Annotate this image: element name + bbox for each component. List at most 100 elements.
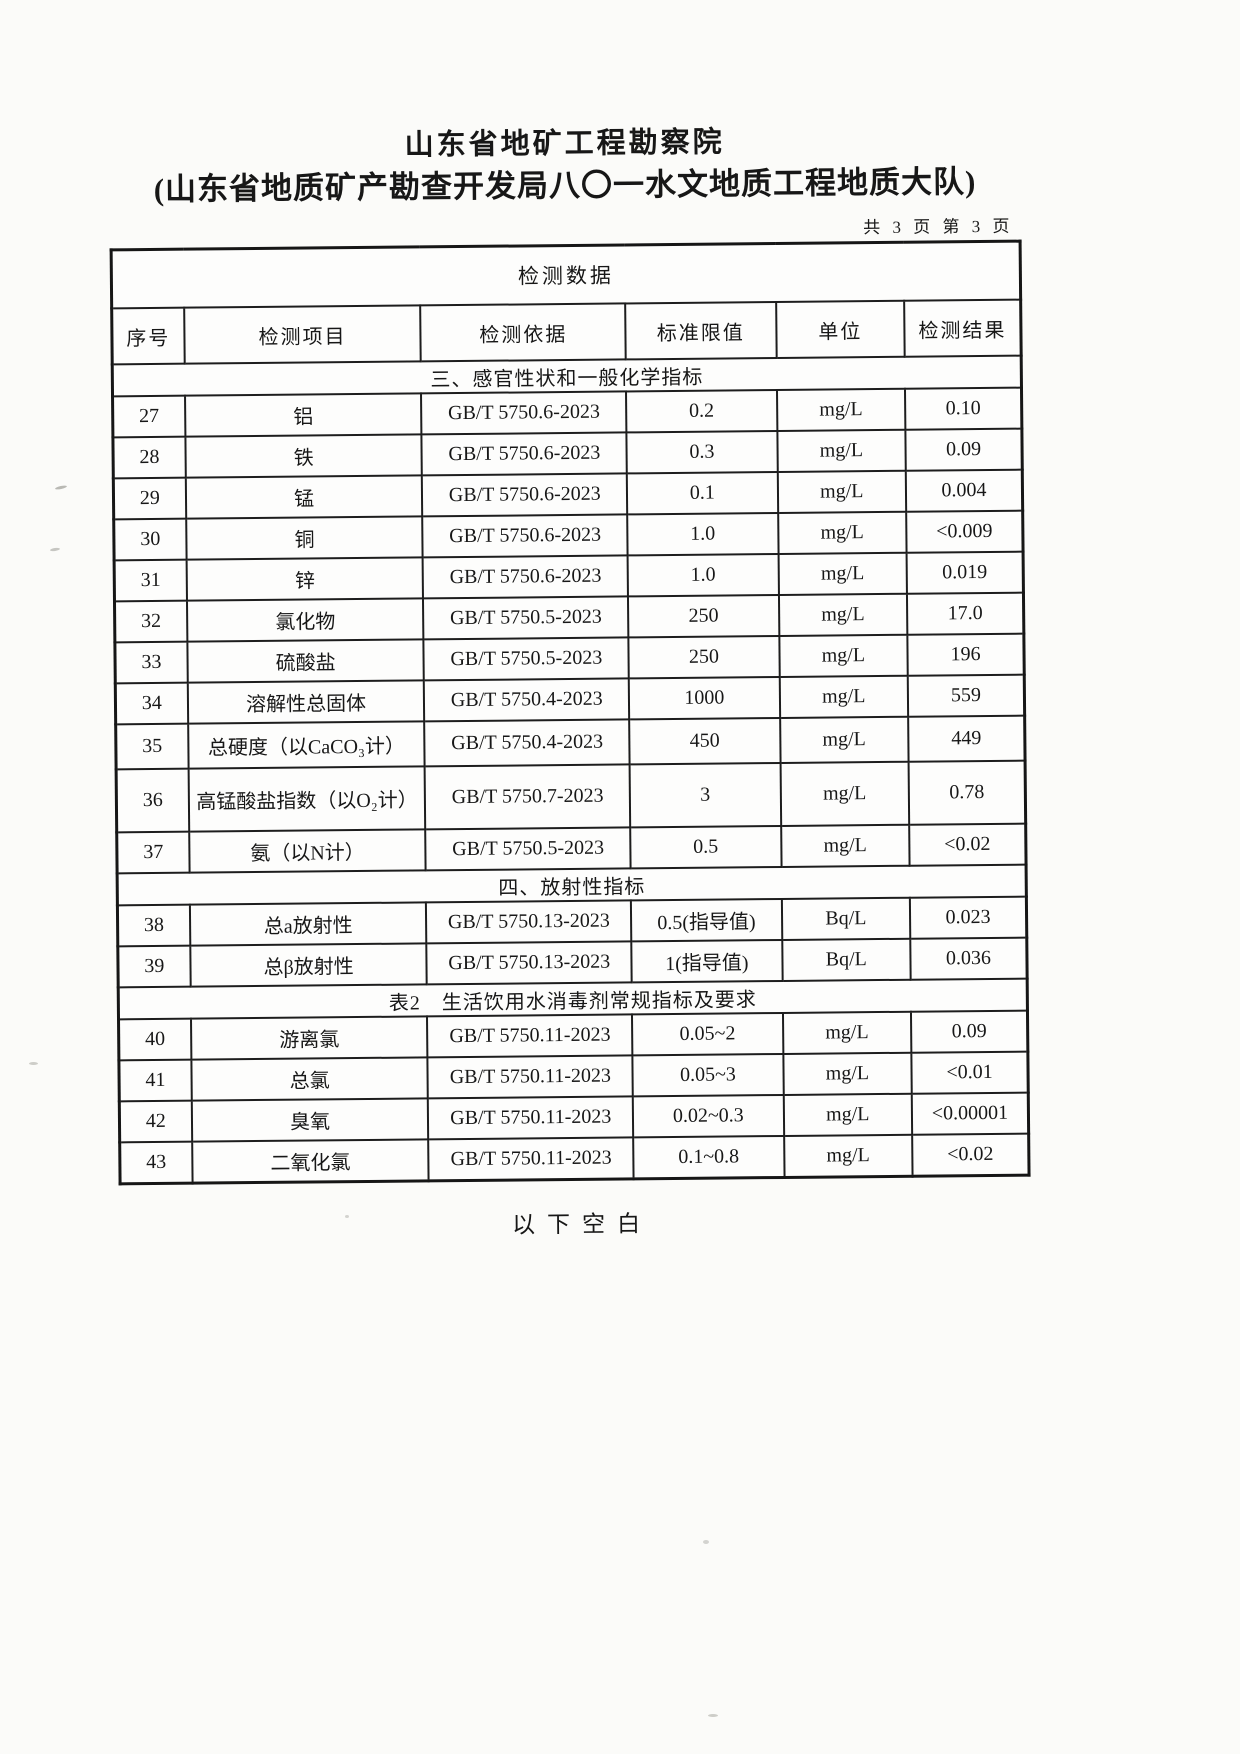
- cell-result: 17.0: [906, 592, 1024, 635]
- report-table: 检测数据 序号 检测项目 检测依据 标准限值 单位 检测结果 三、感官性状和一般…: [109, 239, 1031, 1186]
- cell-item: 臭氧: [191, 1098, 429, 1142]
- cell-limit: 0.3: [626, 430, 778, 474]
- cell-limit: 3: [629, 762, 781, 828]
- cell-limit: 0.2: [626, 389, 777, 433]
- cell-unit: mg/L: [776, 429, 906, 472]
- cell-seq: 34: [115, 682, 188, 725]
- org-subtitle: (山东省地质矿产勘查开发局八〇一水文地质工程地质大队): [153, 164, 977, 207]
- cell-unit: mg/L: [783, 1093, 913, 1136]
- cell-result: 0.09: [905, 428, 1023, 471]
- cell-method: GB/T 5750.6-2023: [422, 514, 628, 558]
- cell-limit: 0.02~0.3: [632, 1094, 784, 1138]
- col-header-limit: 标准限值: [625, 301, 777, 360]
- cell-limit: 0.1~0.8: [633, 1135, 785, 1179]
- cell-result: 0.023: [909, 896, 1027, 939]
- cell-seq: 30: [113, 518, 187, 561]
- cell-result: 0.036: [910, 937, 1028, 980]
- cell-seq: 38: [117, 904, 191, 947]
- cell-method: GB/T 5750.13-2023: [426, 941, 632, 985]
- cell-result: 0.78: [908, 760, 1026, 825]
- cell-method: GB/T 5750.13-2023: [426, 900, 632, 944]
- cell-limit: 1.0: [627, 512, 779, 556]
- cell-limit: 0.1: [626, 471, 778, 515]
- cell-item: 锌: [186, 557, 424, 601]
- cell-method: GB/T 5750.11-2023: [427, 1014, 633, 1058]
- cell-method: GB/T 5750.5-2023: [425, 827, 631, 871]
- cell-limit: 0.05~2: [632, 1012, 783, 1056]
- cell-item: 总氯: [191, 1057, 429, 1101]
- cell-method: GB/T 5750.6-2023: [422, 473, 628, 517]
- report-table-body: 检测数据 序号 检测项目 检测依据 标准限值 单位 检测结果 三、感官性状和一般…: [111, 241, 1030, 1184]
- cell-limit: 250: [628, 594, 779, 638]
- table-title-row: 检测数据: [111, 241, 1021, 309]
- cell-method: GB/T 5750.4-2023: [424, 719, 630, 767]
- cell-result: 0.09: [910, 1010, 1028, 1053]
- cell-seq: 40: [118, 1018, 192, 1061]
- cell-unit: mg/L: [778, 593, 908, 636]
- cell-item: 游离氯: [190, 1016, 428, 1060]
- col-header-method: 检测依据: [420, 303, 626, 362]
- cell-limit: 250: [628, 635, 780, 679]
- cell-limit: 1(指导值): [631, 939, 783, 983]
- cell-limit: 1000: [628, 676, 780, 720]
- cell-limit: 0.05~3: [632, 1053, 784, 1097]
- cell-seq: 35: [115, 723, 189, 770]
- cell-seq: 41: [118, 1059, 192, 1102]
- cell-result: 0.019: [906, 551, 1024, 594]
- below-blank-note: 以下空白: [511, 1211, 653, 1238]
- cell-item: 溶解性总固体: [187, 680, 425, 724]
- cell-result: 0.10: [905, 387, 1022, 430]
- cell-unit: mg/L: [776, 388, 906, 431]
- scan-artifact: [29, 1062, 38, 1065]
- scan-artifact: [49, 547, 61, 552]
- col-header-item: 检测项目: [183, 305, 422, 364]
- page-content: 山东省地矿工程勘察院 (山东省地质矿产勘查开发局八〇一水文地质工程地质大队) 共…: [107, 0, 1031, 1243]
- table-header-row: 序号 检测项目 检测依据 标准限值 单位 检测结果: [111, 299, 1022, 365]
- cell-seq: 32: [114, 600, 188, 643]
- table-row: 43 二氧化氯 GB/T 5750.11-2023 0.1~0.8 mg/L <0.02: [119, 1133, 1030, 1184]
- cell-result: <0.01: [911, 1051, 1029, 1094]
- cell-method: GB/T 5750.6-2023: [423, 555, 629, 599]
- col-header-seq: 序号: [111, 307, 185, 365]
- cell-unit: mg/L: [782, 1052, 912, 1095]
- cell-unit: Bq/L: [781, 897, 911, 940]
- cell-item: 铝: [184, 393, 422, 437]
- cell-item: 总硬度（以CaCO₃计）: [187, 721, 426, 769]
- table-title: 检测数据: [111, 241, 1021, 309]
- cell-item: 高锰酸盐指数（以O₂计）: [188, 766, 426, 832]
- cell-method: GB/T 5750.6-2023: [421, 432, 627, 476]
- cell-seq: 29: [113, 477, 186, 520]
- cell-method: GB/T 5750.5-2023: [423, 596, 629, 640]
- cell-unit: mg/L: [778, 552, 907, 595]
- cell-method: GB/T 5750.11-2023: [428, 1137, 634, 1181]
- cell-item: 氨（以N计）: [188, 829, 427, 873]
- cell-item: 总β放射性: [190, 943, 428, 987]
- cell-unit: Bq/L: [781, 938, 911, 981]
- scan-artifact: [54, 484, 68, 491]
- cell-result: <0.009: [906, 510, 1024, 553]
- cell-method: GB/T 5750.7-2023: [425, 764, 631, 830]
- cell-seq: 31: [114, 559, 187, 602]
- cell-result: <0.02: [912, 1133, 1030, 1177]
- cell-limit: 1.0: [627, 553, 779, 597]
- cell-method: GB/T 5750.6-2023: [421, 391, 627, 435]
- cell-seq: 27: [112, 395, 186, 438]
- cell-result: 449: [908, 715, 1026, 762]
- cell-item: 二氧化氯: [191, 1139, 430, 1184]
- cell-unit: mg/L: [783, 1134, 913, 1178]
- cell-seq: 39: [117, 945, 191, 988]
- cell-unit: mg/L: [777, 470, 907, 513]
- col-header-result: 检测结果: [904, 299, 1022, 357]
- cell-result: 0.004: [905, 469, 1023, 512]
- cell-item: 硫酸盐: [187, 639, 425, 683]
- cell-item: 铜: [185, 516, 424, 560]
- cell-seq: 37: [116, 831, 190, 874]
- cell-result: 559: [907, 674, 1025, 717]
- cell-seq: 43: [119, 1141, 193, 1184]
- scan-artifact: [708, 1714, 718, 1717]
- cell-unit: mg/L: [777, 511, 907, 554]
- org-title: 山东省地矿工程勘察院: [404, 126, 725, 162]
- cell-result: <0.02: [909, 823, 1027, 866]
- cell-unit: mg/L: [780, 761, 910, 826]
